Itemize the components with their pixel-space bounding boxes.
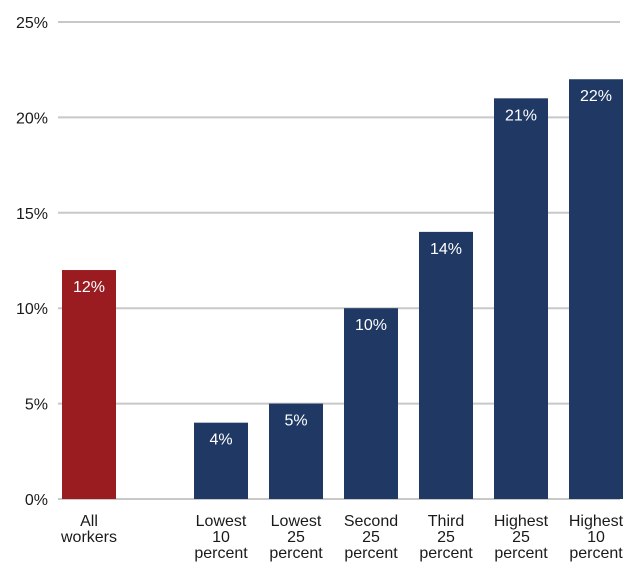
- bar: [494, 98, 548, 499]
- bars: [62, 79, 623, 500]
- category-label-line: percent: [569, 545, 623, 562]
- y-tick-label: 20%: [16, 110, 48, 127]
- y-tick-label: 25%: [16, 15, 48, 32]
- category-label-line: Third: [428, 513, 464, 530]
- y-axis-tick-labels: 0% 5% 10% 15% 20% 25%: [16, 15, 48, 509]
- category-label-line: Highest: [494, 513, 549, 530]
- category-label-line: Lowest: [271, 513, 322, 530]
- category-label: Highest 10 percent: [569, 513, 624, 562]
- category-label-line: 25: [362, 529, 380, 546]
- bar: [269, 403, 323, 499]
- category-label-line: percent: [494, 545, 548, 562]
- category-label-line: Lowest: [196, 513, 247, 530]
- bar: [344, 308, 398, 499]
- category-label-line: All: [80, 513, 98, 530]
- bar: [569, 79, 623, 500]
- category-label-line: workers: [60, 529, 117, 546]
- category-label-line: Highest: [569, 513, 624, 530]
- category-label-line: 25: [437, 529, 455, 546]
- data-labels: 12% 4% 5% 10% 14% 21% 22%: [73, 88, 612, 448]
- category-label: Third 25 percent: [419, 513, 473, 562]
- category-label-line: percent: [269, 545, 323, 562]
- bar: [194, 422, 248, 499]
- category-label-line: Second: [344, 513, 398, 530]
- category-label-line: 10: [587, 529, 605, 546]
- y-tick-label: 15%: [16, 206, 48, 223]
- category-label-line: 25: [287, 529, 305, 546]
- category-label: Second 25 percent: [344, 513, 398, 562]
- data-label: 10%: [355, 317, 387, 334]
- category-label-line: percent: [194, 545, 248, 562]
- category-label: Highest 25 percent: [494, 513, 549, 562]
- bar: [419, 231, 473, 499]
- category-label: Lowest 25 percent: [269, 513, 323, 562]
- category-label-line: 10: [212, 529, 230, 546]
- category-label: All workers: [60, 513, 117, 546]
- data-label: 21%: [505, 107, 537, 124]
- y-tick-label: 0%: [25, 492, 48, 509]
- bar: [62, 270, 116, 499]
- data-label: 12%: [73, 279, 105, 296]
- y-tick-label: 5%: [25, 397, 48, 414]
- data-label: 5%: [284, 413, 307, 430]
- category-label-line: percent: [344, 545, 398, 562]
- data-label: 22%: [580, 88, 612, 105]
- data-label: 4%: [209, 432, 232, 449]
- category-label: Lowest 10 percent: [194, 513, 248, 562]
- category-label-line: 25: [512, 529, 530, 546]
- category-label-line: percent: [419, 545, 473, 562]
- data-label: 14%: [430, 241, 462, 258]
- y-tick-label: 10%: [16, 301, 48, 318]
